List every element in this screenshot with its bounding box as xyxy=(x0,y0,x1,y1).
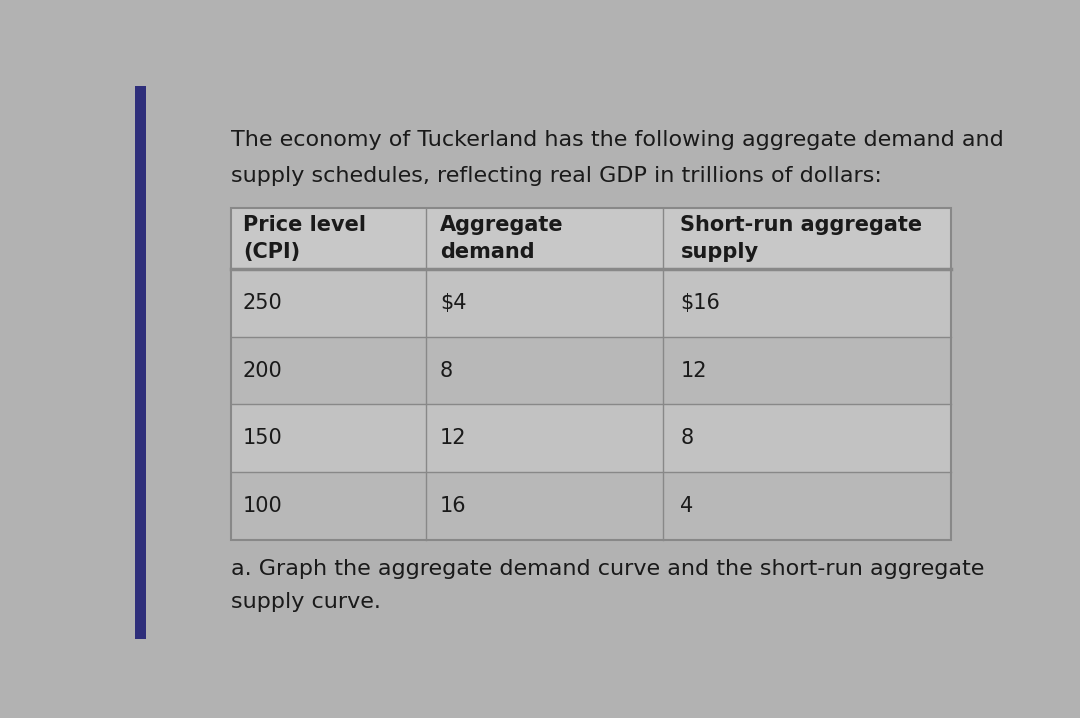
Text: The economy of Tuckerland has the following aggregate demand and: The economy of Tuckerland has the follow… xyxy=(231,131,1004,150)
Text: 150: 150 xyxy=(243,428,283,448)
Bar xyxy=(135,86,146,639)
Bar xyxy=(231,472,951,539)
Text: 12: 12 xyxy=(440,428,467,448)
Text: supply curve.: supply curve. xyxy=(231,592,381,612)
Text: Aggregate
demand: Aggregate demand xyxy=(440,215,564,261)
Text: Price level
(CPI): Price level (CPI) xyxy=(243,215,366,261)
Bar xyxy=(231,337,951,404)
Text: 250: 250 xyxy=(243,293,283,313)
Text: $16: $16 xyxy=(680,293,720,313)
Bar xyxy=(231,208,951,539)
Text: $4: $4 xyxy=(440,293,467,313)
Text: a. Graph the aggregate demand curve and the short-run aggregate: a. Graph the aggregate demand curve and … xyxy=(231,559,985,579)
Bar xyxy=(231,269,951,337)
Bar xyxy=(231,404,951,472)
Bar xyxy=(231,208,951,269)
Text: 8: 8 xyxy=(440,360,453,381)
Text: 16: 16 xyxy=(440,495,467,516)
Text: 8: 8 xyxy=(680,428,693,448)
Text: 200: 200 xyxy=(243,360,283,381)
Text: 100: 100 xyxy=(243,495,283,516)
Text: 4: 4 xyxy=(680,495,693,516)
Text: Short-run aggregate
supply: Short-run aggregate supply xyxy=(680,215,922,261)
Text: 12: 12 xyxy=(680,360,707,381)
Text: supply schedules, reflecting real GDP in trillions of dollars:: supply schedules, reflecting real GDP in… xyxy=(231,167,882,187)
